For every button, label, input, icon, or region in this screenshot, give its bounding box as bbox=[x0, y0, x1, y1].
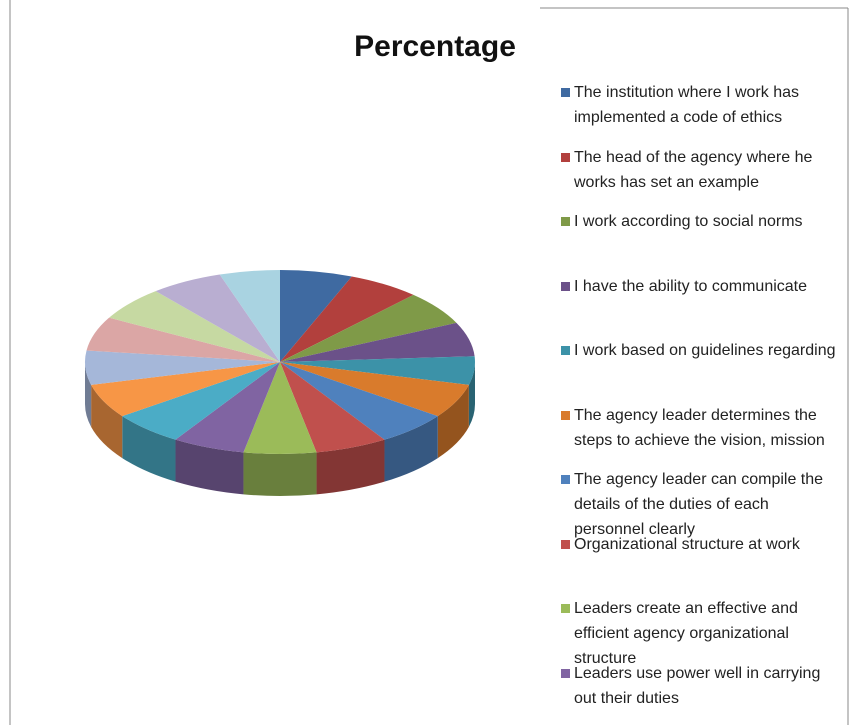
slice bbox=[122, 362, 280, 440]
legend-item: The institution where I work has impleme… bbox=[561, 80, 841, 130]
slice-side bbox=[85, 362, 92, 427]
slice-side bbox=[437, 384, 469, 459]
legend-label: The agency leader can compile the detail… bbox=[574, 471, 824, 538]
legend-label: I work based on guidelines regarding bbox=[574, 342, 836, 359]
slice bbox=[109, 291, 280, 362]
legend-swatch bbox=[561, 410, 570, 420]
legend-swatch bbox=[561, 668, 570, 678]
legend-swatch bbox=[561, 152, 570, 162]
slice bbox=[280, 362, 438, 440]
legend-item: The agency leader can compile the detail… bbox=[561, 467, 841, 542]
slice bbox=[84, 350, 280, 385]
legend-swatch bbox=[561, 539, 570, 549]
slice bbox=[280, 322, 475, 362]
legend-label: I have the ability to communicate bbox=[574, 277, 808, 295]
slice bbox=[280, 362, 469, 417]
legend-item: Leaders create an effective and efficien… bbox=[561, 596, 841, 671]
legend-item: Leaders use power well in carrying out t… bbox=[561, 661, 841, 711]
chart-title: Percentage bbox=[354, 30, 516, 63]
slice bbox=[280, 356, 475, 385]
slice bbox=[280, 270, 352, 362]
legend-swatch bbox=[561, 281, 570, 291]
legend-item: Organizational structure at work bbox=[561, 532, 841, 557]
slice-side bbox=[384, 416, 438, 482]
slice bbox=[280, 362, 385, 453]
legend-swatch bbox=[561, 217, 570, 226]
legend-swatch bbox=[561, 346, 570, 355]
legend-label: The institution where I work has impleme… bbox=[574, 84, 799, 126]
pie bbox=[84, 270, 475, 497]
slice bbox=[243, 362, 317, 454]
slice bbox=[175, 362, 280, 453]
legend-item: The agency leader determines the steps t… bbox=[561, 403, 841, 453]
slice bbox=[219, 270, 280, 362]
slice bbox=[91, 362, 280, 417]
slice-side bbox=[316, 439, 385, 495]
slice bbox=[280, 276, 414, 362]
legend-label: Leaders use power well in carrying out t… bbox=[574, 664, 821, 707]
legend-swatch bbox=[561, 88, 570, 97]
legend-swatch bbox=[561, 604, 570, 613]
legend-item: I have the ability to communicate bbox=[561, 274, 841, 299]
slice bbox=[280, 294, 457, 362]
legend-label: Leaders create an effective and efficien… bbox=[574, 600, 798, 667]
slice-side bbox=[122, 416, 176, 482]
slice-side bbox=[243, 452, 317, 497]
legend-label: The head of the agency where he works ha… bbox=[574, 148, 813, 191]
slice-side bbox=[468, 362, 475, 427]
legend-item: I work based on guidelines regarding bbox=[561, 338, 841, 363]
legend-label: Organizational structure at work bbox=[574, 535, 800, 553]
legend-item: The head of the agency where he works ha… bbox=[561, 145, 841, 195]
slice-side bbox=[175, 439, 244, 495]
legend-swatch bbox=[561, 475, 570, 484]
legend-label: The agency leader determines the steps t… bbox=[574, 406, 825, 449]
slice-side bbox=[91, 384, 123, 459]
slice bbox=[155, 274, 280, 362]
legend-item: I work according to social norms bbox=[561, 209, 841, 234]
slice bbox=[86, 317, 281, 362]
legend-label: I work according to social norms bbox=[574, 213, 803, 230]
